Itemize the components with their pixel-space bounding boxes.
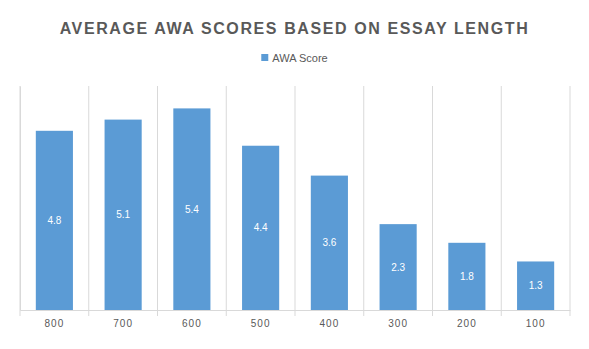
y-axis	[20, 87, 21, 311]
y-axis-line	[20, 87, 21, 311]
bar	[36, 131, 73, 310]
x-tick: 500	[251, 310, 271, 329]
x-tick: 600	[182, 310, 202, 329]
data-label: 3.6	[322, 237, 336, 248]
category-separator	[363, 86, 364, 316]
category-separator	[295, 86, 296, 316]
data-label: 1.3	[529, 280, 543, 291]
x-axis-line	[21, 310, 571, 311]
bar	[380, 224, 417, 310]
grid	[20, 86, 570, 316]
x-axis: 800 700 600 500 400 300 200 100	[21, 310, 571, 329]
data-label: 2.3	[391, 262, 405, 273]
data-label: 1.8	[460, 271, 474, 282]
bar	[173, 108, 210, 310]
x-tick-label: 600	[182, 318, 202, 329]
bar	[311, 176, 348, 310]
x-tick: 100	[526, 310, 546, 329]
x-tick-label: 400	[320, 318, 340, 329]
category-separator	[88, 86, 89, 316]
x-tick-label: 100	[526, 318, 546, 329]
bar	[105, 120, 142, 310]
data-label: 5.4	[185, 204, 199, 215]
category-separator	[226, 86, 227, 316]
x-tick: 400	[320, 310, 340, 329]
category-separator	[501, 86, 502, 316]
data-label: 5.1	[116, 209, 130, 220]
legend-swatch	[261, 54, 268, 61]
category-separator	[432, 86, 433, 316]
x-tick: 700	[113, 310, 133, 329]
bar	[242, 146, 279, 310]
legend-label: AWA Score	[272, 52, 327, 64]
x-tick-label: 200	[457, 318, 477, 329]
x-tick: 800	[45, 310, 65, 329]
chart: AVERAGE AWA SCORES BASED ON ESSAY LENGTH…	[0, 0, 589, 349]
bar	[517, 261, 554, 310]
x-tick-label: 500	[251, 318, 271, 329]
x-tick-label: 800	[45, 318, 65, 329]
bars	[36, 108, 554, 310]
x-tick-label: 700	[113, 318, 133, 329]
bar	[448, 243, 485, 310]
data-labels: 4.8 5.1 5.4 4.4 3.6 2.3 1.8 1.3	[47, 204, 543, 292]
legend: AWA Score	[261, 52, 327, 64]
x-tick: 300	[388, 310, 408, 329]
title: AVERAGE AWA SCORES BASED ON ESSAY LENGTH	[60, 20, 530, 37]
data-label: 4.4	[254, 222, 268, 233]
data-label: 4.8	[47, 215, 61, 226]
category-separator	[20, 86, 21, 316]
category-separator	[570, 86, 571, 316]
x-tick-label: 300	[388, 318, 408, 329]
category-separator	[157, 86, 158, 316]
x-tick: 200	[457, 310, 477, 329]
